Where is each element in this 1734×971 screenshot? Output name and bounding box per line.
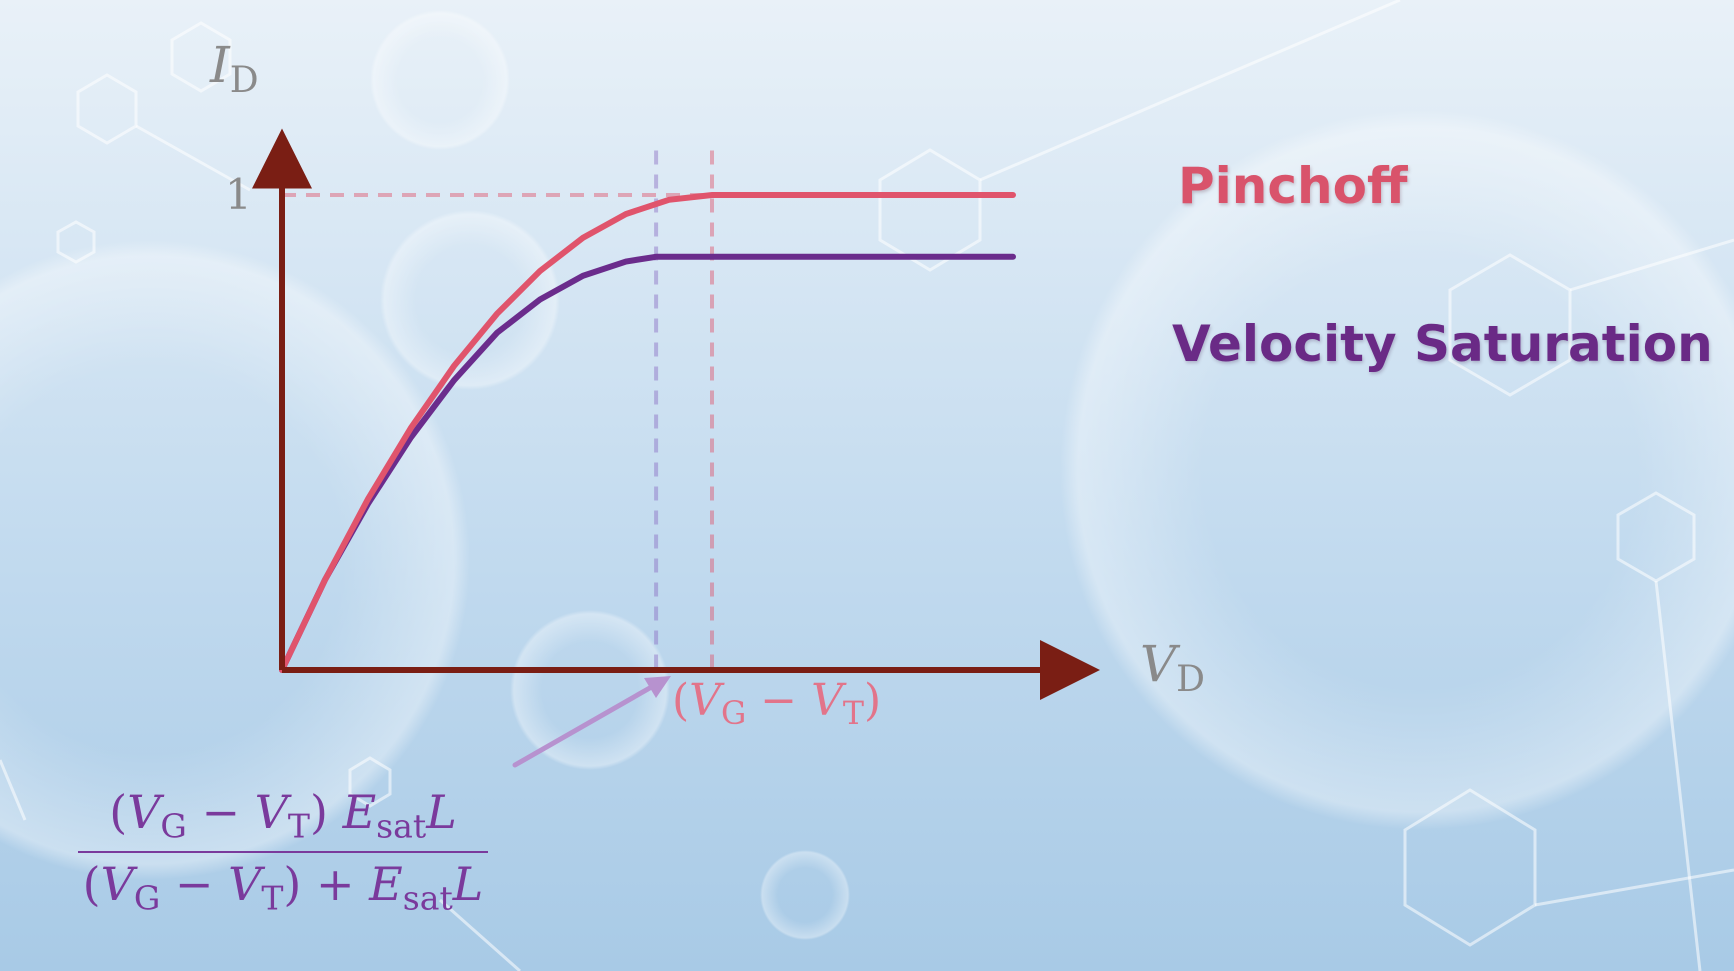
y-tick-label: 1 [225,170,252,219]
legend-pinchoff: Pinchoff [1178,157,1408,215]
velocity-saturation-curve [279,253,1016,673]
formula-denominator: (VG − VT) + EsatL [82,857,484,918]
y-axis-label: ID [210,36,259,102]
pinchoff-curve [279,192,1016,673]
saturation-voltage-formula: (VG − VT) EsatL (VG − VT) + EsatL [78,785,488,918]
annotation-arrowhead-icon [644,676,671,698]
legend-velocity-saturation: Velocity Saturation [1172,315,1713,373]
x-axis-label: VD [1140,635,1205,701]
fraction-bar [78,851,488,854]
annotation-arrow [512,682,658,768]
formula-numerator: (VG − VT) EsatL [109,785,457,846]
saturation-voltage-label: (VG − VT) [672,675,882,732]
